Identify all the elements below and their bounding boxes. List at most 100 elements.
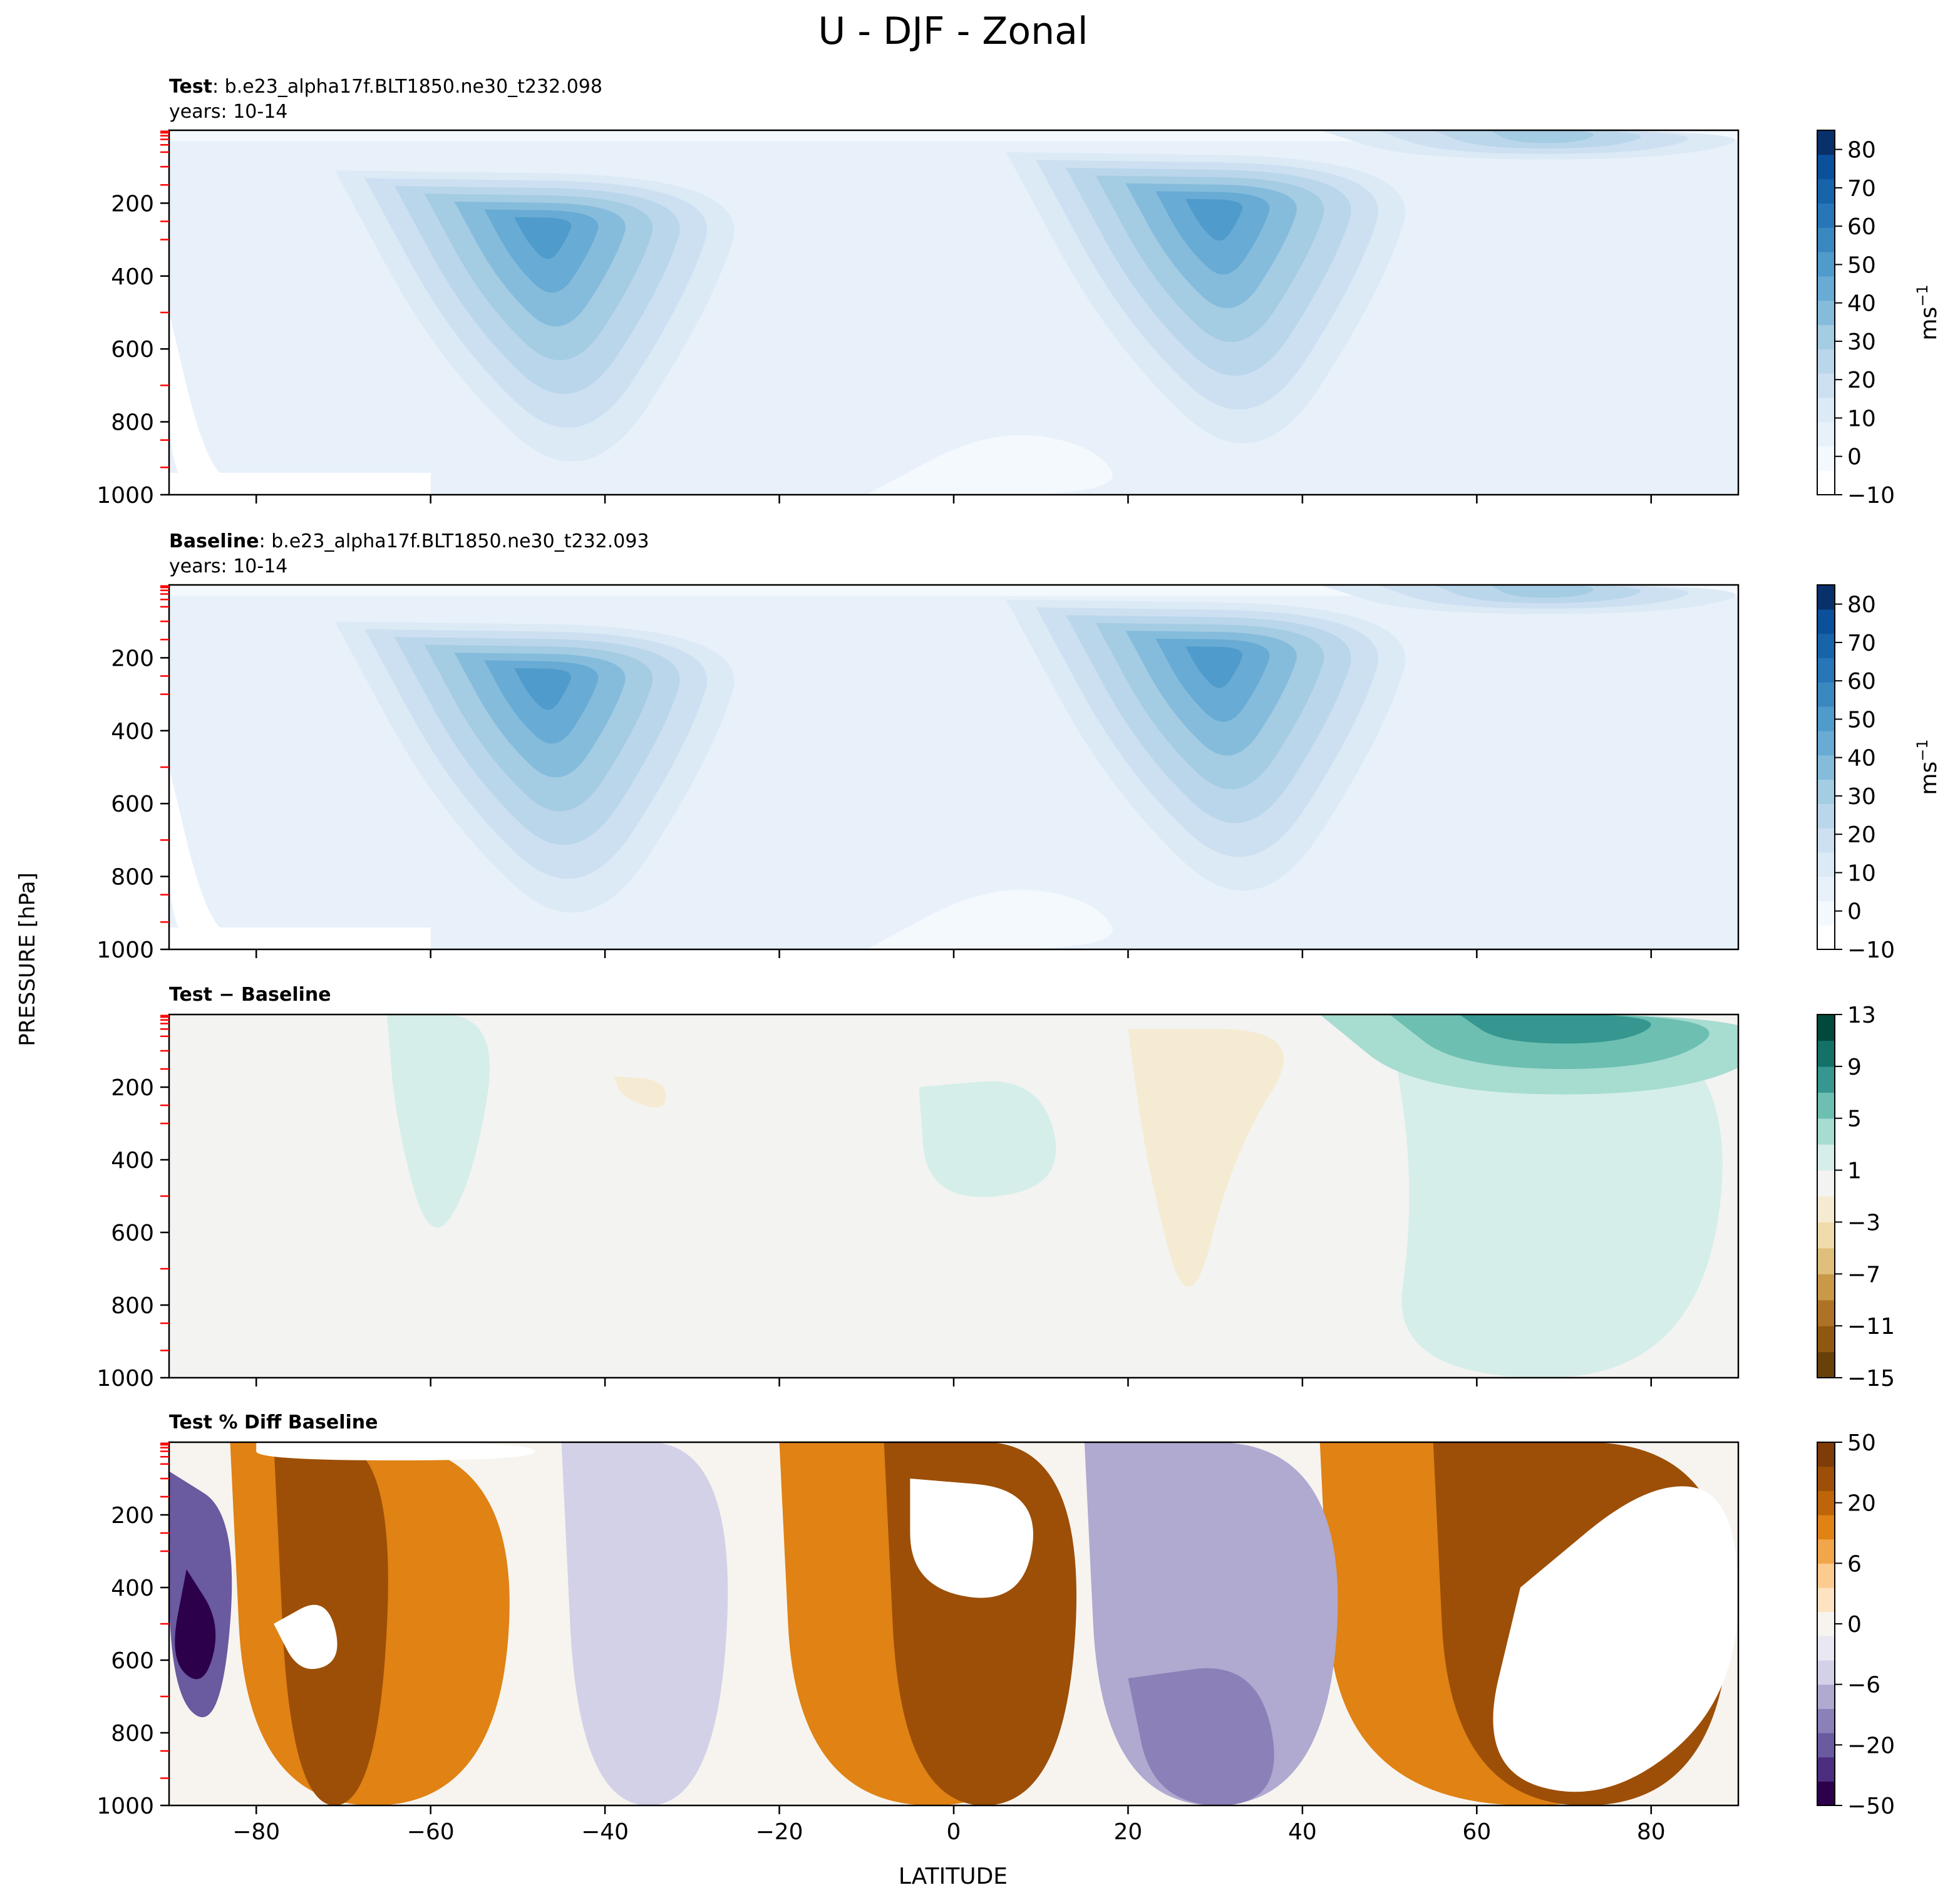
colorbar-swatch	[1817, 585, 1835, 610]
colorbar-tick-label: 0	[1847, 445, 1862, 470]
colorbar-label: ms−1	[1914, 284, 1942, 340]
masked-region	[910, 1479, 1033, 1598]
colorbar-tick-label: −15	[1847, 1366, 1895, 1391]
x-tick-label: 80	[1637, 1819, 1666, 1845]
contour-field	[169, 1015, 1738, 1378]
colorbar-swatch	[1817, 1222, 1835, 1249]
colorbar-swatch	[1817, 203, 1835, 228]
colorbar-tick-label: 50	[1847, 1430, 1876, 1456]
x-tick-label: −60	[407, 1819, 455, 1845]
colorbar-swatch	[1817, 1733, 1835, 1758]
colorbar-swatch	[1817, 1515, 1835, 1540]
colorbar-tick-label: 9	[1847, 1055, 1862, 1080]
y-tick-label: 200	[111, 1075, 154, 1101]
panel-title: Baseline: b.e23_alpha17f.BLT1850.ne30_t2…	[169, 530, 649, 552]
colorbar-swatch	[1817, 178, 1835, 204]
colorbar-swatch	[1817, 779, 1835, 804]
masked-region	[1493, 1486, 1738, 1792]
x-axis-label: LATITUDE	[899, 1864, 1008, 1889]
colorbar-tick-label: −10	[1847, 483, 1895, 509]
colorbar-tick-label: 10	[1847, 406, 1876, 431]
y-tick-label: 600	[111, 1648, 154, 1674]
negative-region	[1128, 1029, 1284, 1288]
colorbar-swatch	[1817, 1611, 1835, 1636]
positive-region	[919, 1081, 1056, 1197]
y-tick-label: 600	[111, 1221, 154, 1246]
contour-field	[169, 130, 1738, 495]
negative-core	[175, 1569, 216, 1680]
colorbar-swatch	[1817, 876, 1835, 901]
y-tick-label: 800	[111, 865, 154, 891]
colorbar-swatch	[1817, 682, 1835, 707]
panel-4: Test % Diff Baseline2004006008001000−80−…	[96, 1412, 1895, 1845]
colorbar-tick-label: −20	[1847, 1733, 1895, 1758]
colorbar-frame	[1817, 584, 1835, 950]
colorbar-label: ms−1	[1914, 739, 1942, 795]
colorbar-swatch	[1817, 1757, 1835, 1782]
colorbar-tick-label: 50	[1847, 252, 1876, 278]
colorbar-swatch	[1817, 609, 1835, 634]
y-tick-label: 800	[111, 1293, 154, 1319]
negative-band	[1128, 1668, 1274, 1805]
jet-contour	[1185, 199, 1243, 241]
colorbar-swatch	[1817, 1563, 1835, 1588]
colorbar-tick-label: −7	[1847, 1262, 1880, 1288]
tropical-calm	[866, 435, 1113, 495]
colorbar-tick-label: 1	[1847, 1159, 1862, 1184]
y-tick-label: 800	[111, 410, 154, 436]
y-tick-label: 1000	[96, 483, 154, 509]
colorbar-swatch	[1817, 658, 1835, 683]
colorbar-swatch	[1817, 1490, 1835, 1515]
colorbar-tick-label: 80	[1847, 138, 1876, 163]
colorbar-swatch	[1817, 1588, 1835, 1613]
colorbar-swatch	[1817, 706, 1835, 731]
x-tick-label: 20	[1114, 1819, 1143, 1845]
colorbar-swatch	[1817, 446, 1835, 471]
colorbar: 13 9 5 1 −3 −7 −11 −15	[1817, 1003, 1895, 1391]
y-tick-label: 1000	[96, 1366, 154, 1391]
panel-title-bold: Test − Baseline	[169, 984, 331, 1006]
colorbar-tick-label: 20	[1847, 368, 1876, 393]
figure-title: U - DJF - Zonal	[818, 9, 1088, 53]
negative-region	[614, 1076, 666, 1108]
x-tick-label: 60	[1462, 1819, 1491, 1845]
colorbar-tick-label: 80	[1847, 592, 1876, 618]
panel-subtitle: years: 10-14	[169, 101, 287, 123]
colorbar: 80 70 60 50 40 30 20 10 0 −10 ms−1	[1817, 584, 1942, 963]
colorbar: 80 70 60 50 40 30 20 10 0 −10 ms−1	[1817, 130, 1942, 509]
colorbar-swatch	[1817, 1660, 1835, 1685]
colorbar-tick-label: 0	[1847, 899, 1862, 925]
colorbar-swatch	[1817, 1015, 1835, 1041]
jet-contour	[513, 668, 572, 710]
y-tick-label: 600	[111, 337, 154, 363]
masked-region	[256, 1442, 535, 1460]
colorbar-frame	[1817, 130, 1835, 495]
panel-title: Test % Diff Baseline	[169, 1412, 378, 1433]
colorbar-swatch	[1817, 901, 1835, 926]
positive-region	[387, 1015, 490, 1228]
colorbar-swatch	[1817, 1684, 1835, 1709]
y-tick-label: 400	[111, 1148, 154, 1174]
colorbar-tick-label: 20	[1847, 1491, 1876, 1517]
panel-title-bold: Baseline	[169, 530, 259, 552]
colorbar-tick-label: 70	[1847, 176, 1876, 202]
colorbar-swatch	[1817, 1040, 1835, 1067]
colorbar-swatch	[1817, 803, 1835, 829]
colorbar-swatch	[1817, 1351, 1835, 1378]
colorbar-swatch	[1817, 300, 1835, 325]
y-tick-label: 800	[111, 1721, 154, 1747]
colorbar-swatch	[1817, 1442, 1835, 1467]
y-tick-label: 1000	[96, 937, 154, 963]
colorbar-swatch	[1817, 828, 1835, 853]
colorbar-swatch	[1817, 1196, 1835, 1223]
colorbar-swatch	[1817, 730, 1835, 756]
colorbar-swatch	[1817, 1326, 1835, 1353]
panel-subtitle: years: 10-14	[169, 555, 287, 577]
colorbar-swatch	[1817, 852, 1835, 877]
polar-calm	[169, 767, 227, 948]
colorbar: 50 20 6 0 −6 −20 −50	[1817, 1430, 1895, 1819]
panel-title-bold: Test	[169, 76, 212, 98]
colorbar-swatch	[1817, 227, 1835, 252]
y-tick-label: 1000	[96, 1794, 154, 1819]
positive-region	[1390, 1015, 1723, 1378]
